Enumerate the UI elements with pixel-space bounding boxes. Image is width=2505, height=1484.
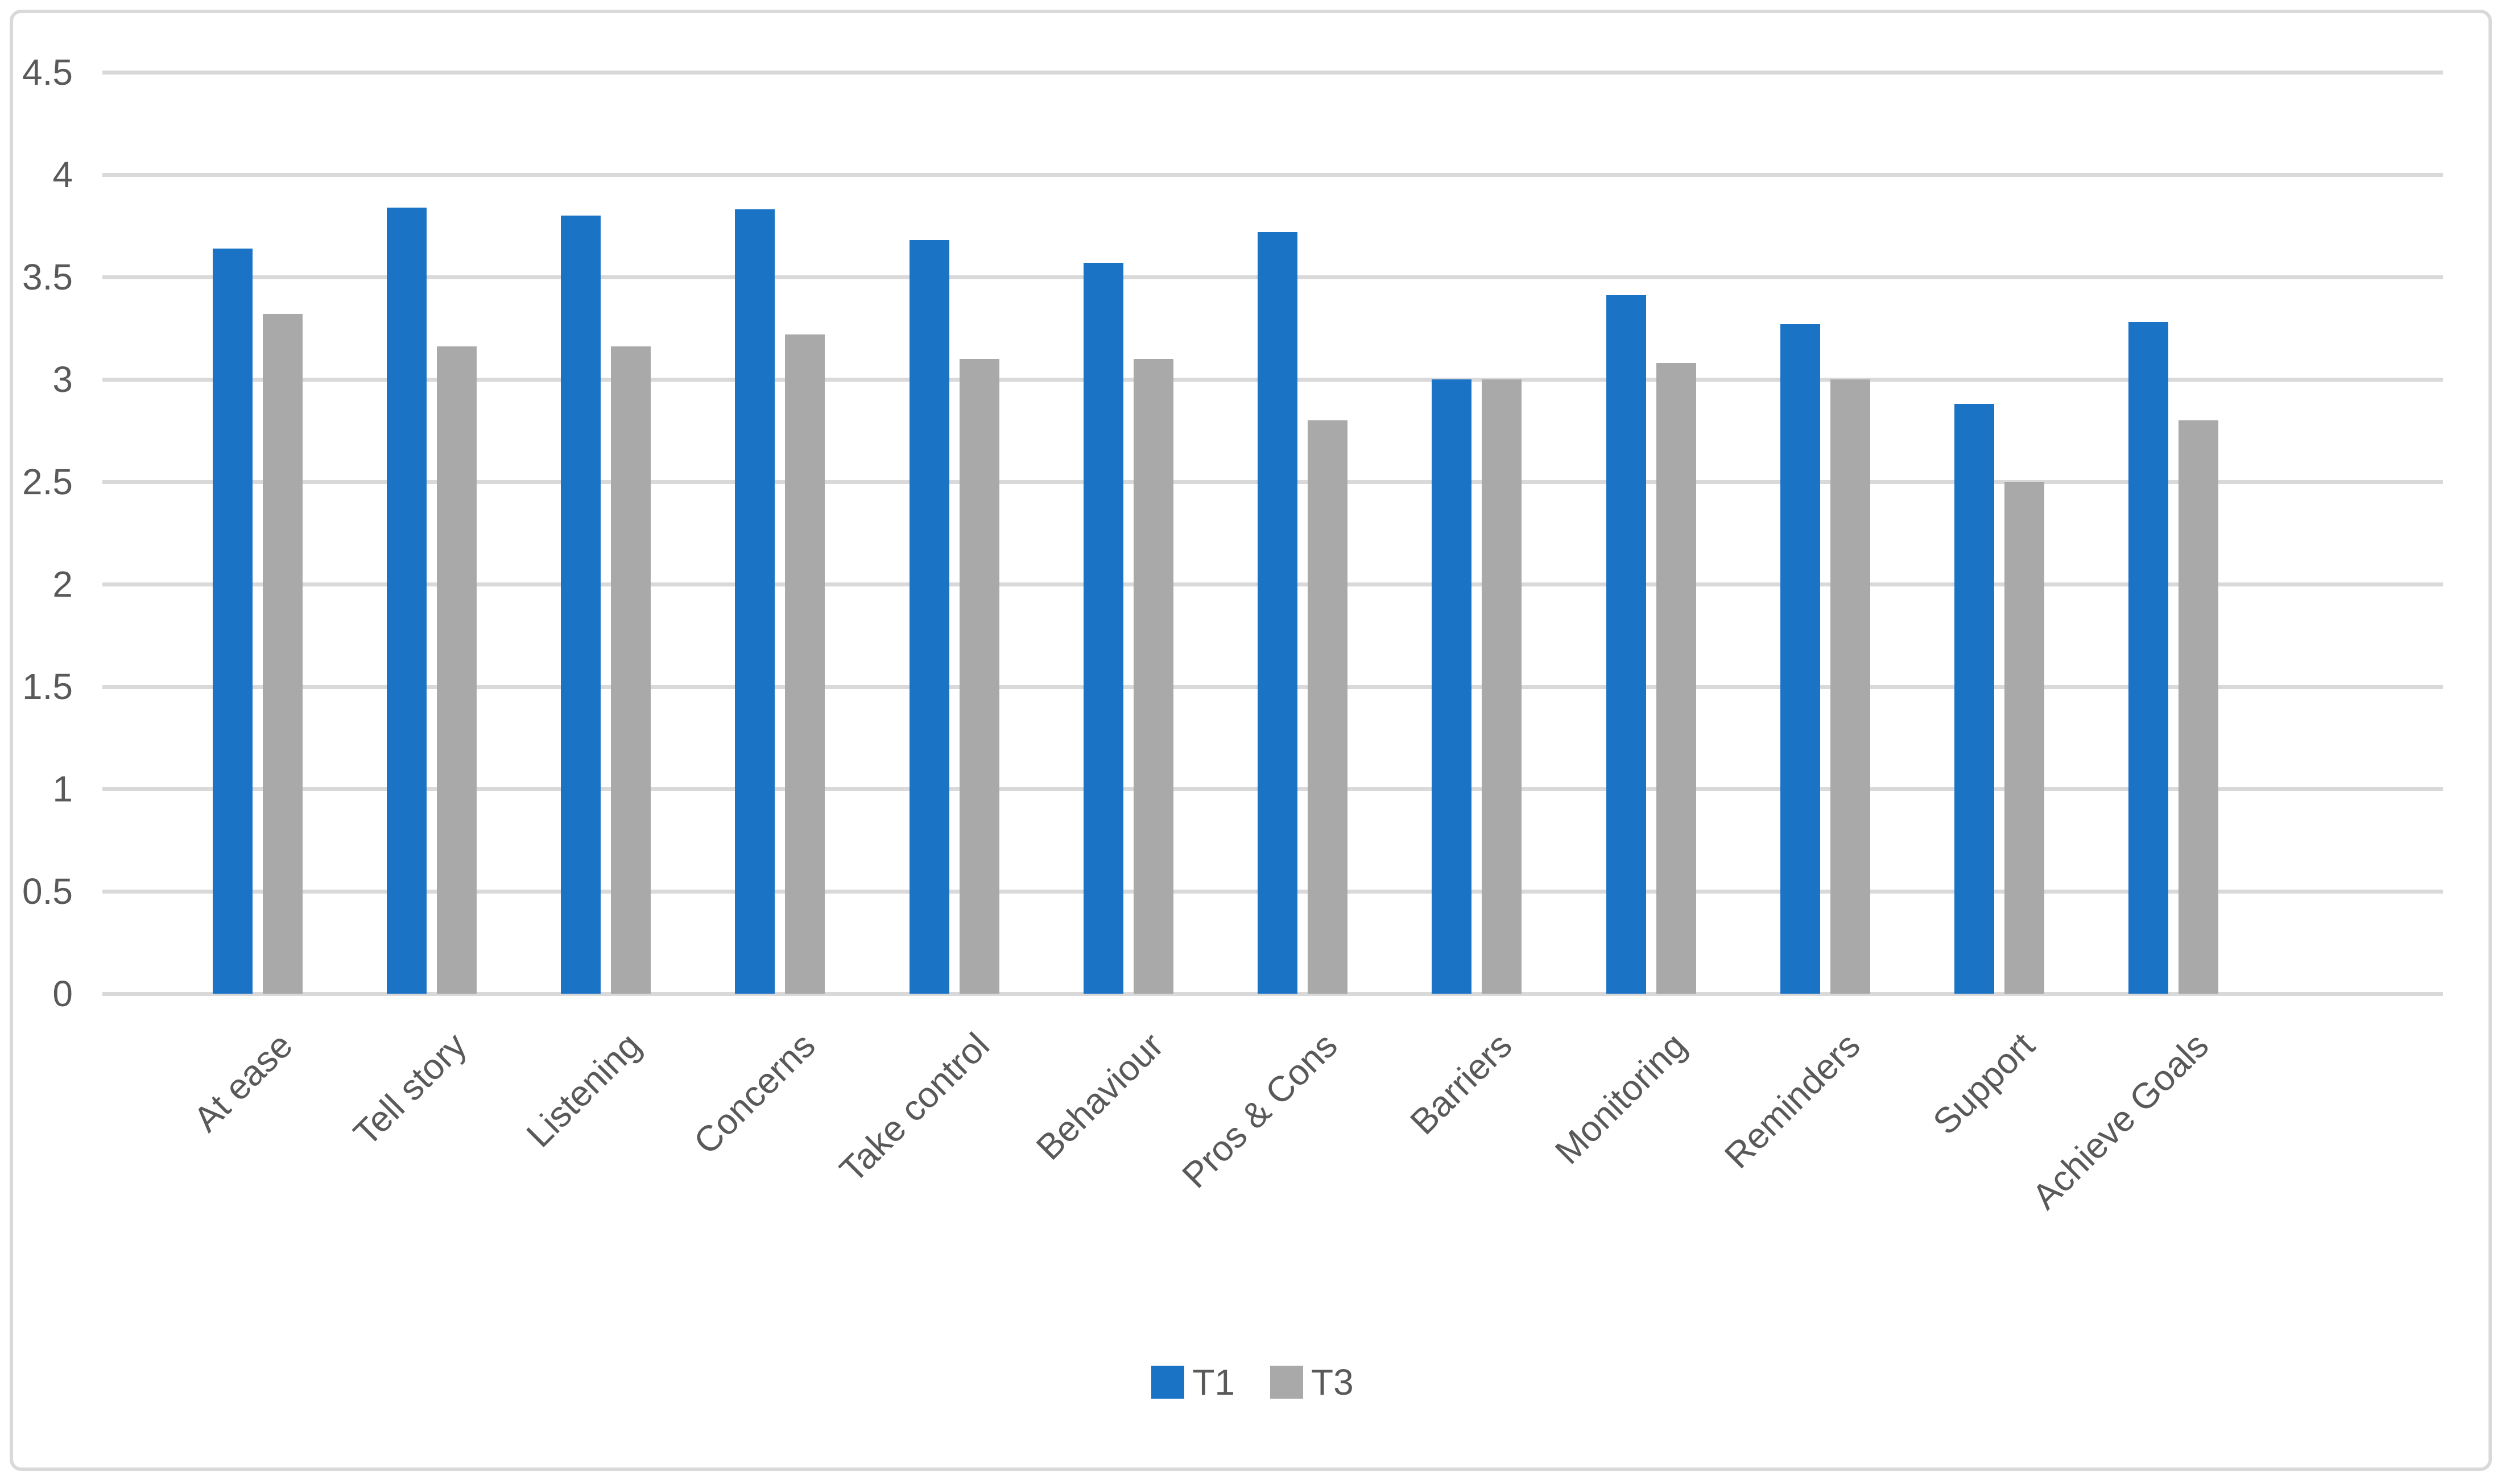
bar-t3-support (2004, 482, 2044, 994)
legend-item-t3: T3 (1270, 1364, 1354, 1400)
y-tick-label-3: 3 (52, 359, 73, 400)
bar-t3-listening (611, 346, 651, 994)
legend-item-t1: T1 (1151, 1364, 1235, 1400)
bar-t3-barriers (1482, 379, 1522, 994)
bar-t3-tell-story (437, 346, 477, 994)
bar-t1-take-control (910, 240, 949, 994)
bar-t1-concerns (735, 209, 775, 994)
bar-t1-support (1954, 404, 1994, 994)
y-tick-label-2: 2 (52, 564, 73, 605)
bar-t1-monitoring (1606, 295, 1646, 994)
bar-t1-at-ease (213, 249, 253, 994)
bar-t3-reminders (1830, 379, 1870, 994)
gridline-y-4.5 (102, 70, 2443, 75)
bar-t1-tell-story (387, 208, 427, 994)
legend-label-t1: T1 (1192, 1362, 1235, 1403)
legend-label-t3: T3 (1311, 1362, 1354, 1403)
y-tick-label-1.5: 1.5 (22, 666, 73, 707)
bar-t1-behaviour (1084, 263, 1123, 994)
bar-t3-monitoring (1656, 363, 1696, 994)
bar-t3-behaviour (1134, 359, 1173, 994)
gridline-y-4 (102, 172, 2443, 177)
bar-t3-concerns (785, 334, 825, 994)
gridline-y-0 (102, 991, 2443, 996)
y-tick-label-0: 0 (52, 973, 73, 1014)
bar-t1-pros-cons (1258, 232, 1297, 994)
legend-swatch-t1-icon (1151, 1366, 1185, 1399)
y-tick-label-1: 1 (52, 768, 73, 809)
y-tick-label-4.5: 4.5 (22, 52, 73, 93)
y-tick-label-0.5: 0.5 (22, 871, 73, 912)
bar-t3-achieve-goals (2179, 420, 2218, 994)
y-tick-label-4: 4 (52, 154, 73, 195)
bar-t1-listening (561, 216, 601, 994)
bar-t1-barriers (1432, 379, 1471, 994)
y-tick-label-3.5: 3.5 (22, 257, 73, 297)
y-tick-label-2.5: 2.5 (22, 461, 73, 502)
bar-t3-pros-cons (1308, 420, 1347, 994)
bar-t1-achieve-goals (2128, 322, 2168, 994)
bar-t3-take-control (960, 359, 999, 994)
chart-border (10, 10, 2492, 1471)
bar-t1-reminders (1780, 324, 1820, 994)
legend: T1 T3 (0, 1364, 2505, 1400)
bar-t3-at-ease (263, 314, 303, 994)
legend-swatch-t3-icon (1270, 1366, 1303, 1399)
